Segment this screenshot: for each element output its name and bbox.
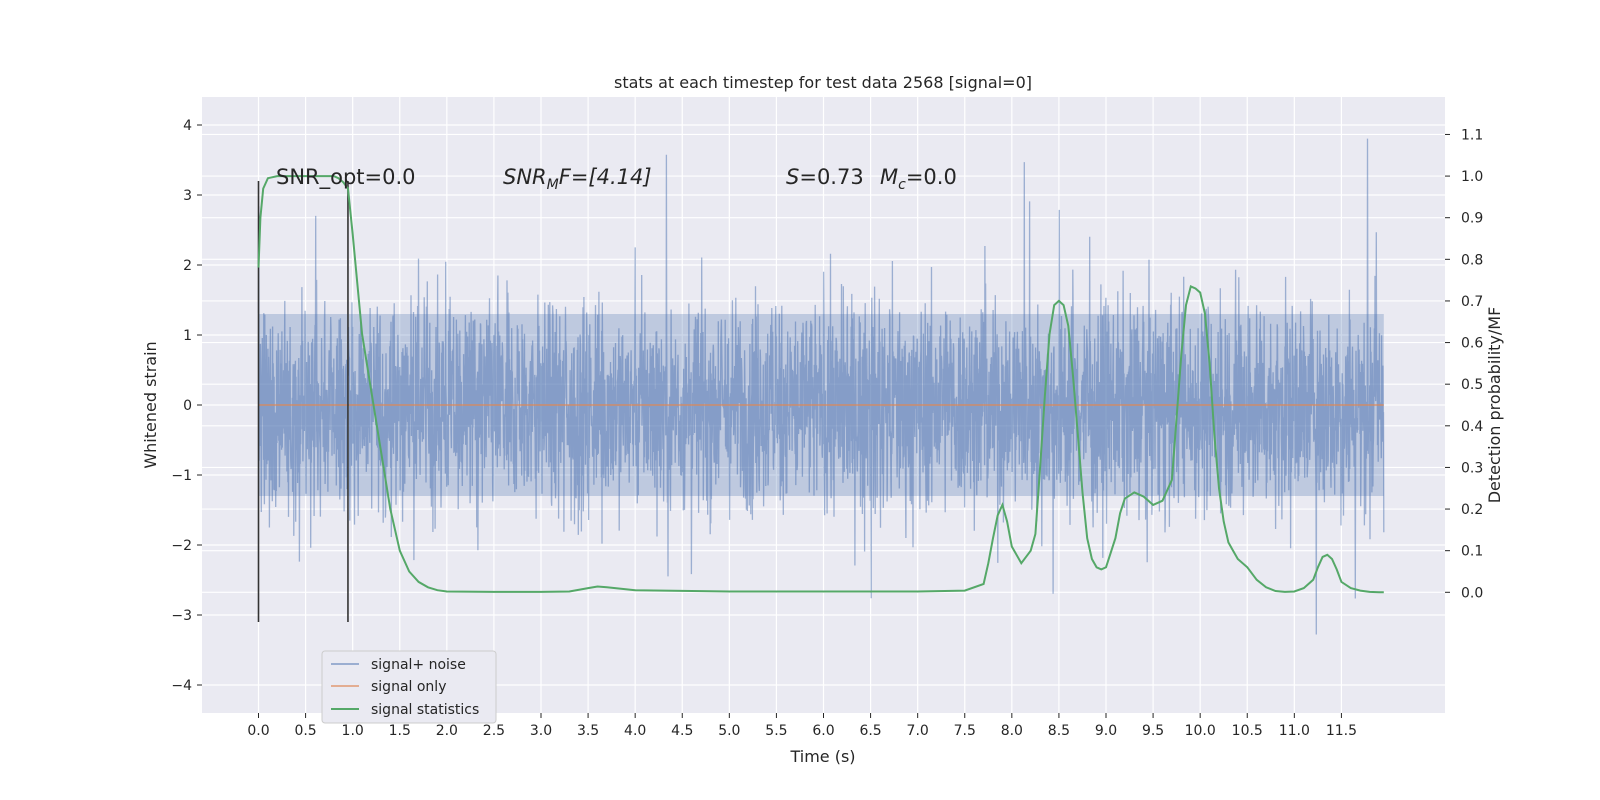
x-tick-label: 11.5 — [1326, 723, 1357, 739]
annotation-snr-opt: SNR_opt=0.0 — [276, 165, 416, 190]
annotation-s-name: S — [786, 165, 799, 189]
annotation-snr-mf: SNRMF=[4.14] — [503, 165, 652, 193]
y-tick-label: −4 — [171, 678, 192, 694]
x-tick-label: 2.0 — [436, 723, 458, 739]
x-tick-label: 4.0 — [624, 723, 646, 739]
y-tick-label: 2 — [183, 258, 192, 274]
x-tick-label: 8.0 — [1001, 723, 1023, 739]
x-tick-label: 8.5 — [1048, 723, 1070, 739]
y-tick-label: 1 — [183, 328, 192, 344]
y-axis-label: Whitened strain — [141, 341, 160, 468]
x-tick-label: 5.5 — [765, 723, 787, 739]
annotation-s: S=0.73 — [786, 165, 864, 189]
y2-tick-label: 0.4 — [1461, 419, 1483, 435]
x-tick-label: 10.5 — [1232, 723, 1263, 739]
y2-tick-label: 0.2 — [1461, 502, 1483, 518]
annotation-mc-value: =0.0 — [906, 165, 957, 189]
x-tick-label: 10.0 — [1185, 723, 1216, 739]
y2-tick-label: 0.1 — [1461, 544, 1483, 560]
y2-tick-label: 1.0 — [1461, 169, 1483, 185]
x-tick-label: 9.5 — [1142, 723, 1164, 739]
y-axis-ticks: 4 3 2 1 0 −1 −2 −3 −4 — [171, 118, 202, 694]
x-tick-label: 9.0 — [1095, 723, 1117, 739]
x-axis-ticks: 0.0 0.5 1.0 1.5 2.0 2.5 3.0 3.5 4.0 4.5 5.0 5.5 6.0 6… — [247, 713, 1357, 739]
y2-axis-ticks: 1.1 1.0 0.9 0.8 0.7 0.6 0.5 0.4 0.3 0.2 0.1 0.0 — [1445, 127, 1483, 601]
legend-label-signal: signal only — [371, 679, 446, 695]
y-tick-label: −2 — [171, 538, 192, 554]
annotation-snr-mf-rest: F=[4.14] — [559, 165, 652, 189]
legend-box — [321, 650, 497, 724]
x-tick-label: 2.5 — [483, 723, 505, 739]
x-tick-label: 11.0 — [1279, 723, 1310, 739]
chart-title: stats at each timestep for test data 256… — [614, 73, 1032, 92]
y-tick-label: 0 — [183, 398, 192, 414]
statistics-line — [257, 175, 1384, 594]
y2-tick-label: 0.5 — [1461, 377, 1483, 393]
annotation-mc: Mc=0.0 — [880, 165, 957, 193]
annotation-mc-name: M — [880, 165, 898, 189]
legend: signal+ noise signal only signal statist… — [321, 650, 497, 724]
x-axis-label: Time (s) — [789, 747, 855, 766]
x-tick-label: 0.5 — [294, 723, 316, 739]
y2-tick-label: 0.0 — [1461, 585, 1483, 601]
x-tick-label: 0.0 — [247, 723, 269, 739]
y-tick-label: −3 — [171, 608, 192, 624]
y-tick-label: −1 — [171, 468, 192, 484]
x-tick-label: 5.0 — [718, 723, 740, 739]
x-tick-label: 6.0 — [812, 723, 834, 739]
x-tick-label: 4.5 — [671, 723, 693, 739]
x-tick-label: 1.5 — [389, 723, 411, 739]
x-tick-label: 7.5 — [954, 723, 976, 739]
annotation-snr-mf-name: SNR — [503, 165, 547, 189]
legend-label-statistics: signal statistics — [371, 702, 479, 718]
x-tick-label: 6.5 — [859, 723, 881, 739]
y2-tick-label: 0.7 — [1461, 294, 1483, 310]
y2-axis-label: Detection probability/MF — [1485, 307, 1504, 504]
y2-tick-label: 0.3 — [1461, 460, 1483, 476]
annotation-snr-mf-sub: M — [547, 177, 559, 193]
y2-tick-label: 1.1 — [1461, 127, 1483, 143]
y2-tick-label: 0.9 — [1461, 211, 1483, 227]
x-tick-label: 7.0 — [907, 723, 929, 739]
noise-trace — [257, 138, 1385, 635]
legend-label-noise: signal+ noise — [371, 657, 466, 673]
y2-tick-label: 0.8 — [1461, 252, 1483, 268]
annotation-s-value: =0.73 — [799, 165, 863, 189]
x-tick-label: 1.0 — [342, 723, 364, 739]
y-tick-label: 3 — [183, 188, 192, 204]
y2-tick-label: 0.6 — [1461, 336, 1483, 352]
series-signal-statistics — [257, 175, 1384, 594]
annotation-mc-sub: c — [898, 177, 906, 193]
x-tick-label: 3.5 — [577, 723, 599, 739]
y-tick-label: 4 — [183, 118, 192, 134]
x-tick-label: 3.0 — [530, 723, 552, 739]
